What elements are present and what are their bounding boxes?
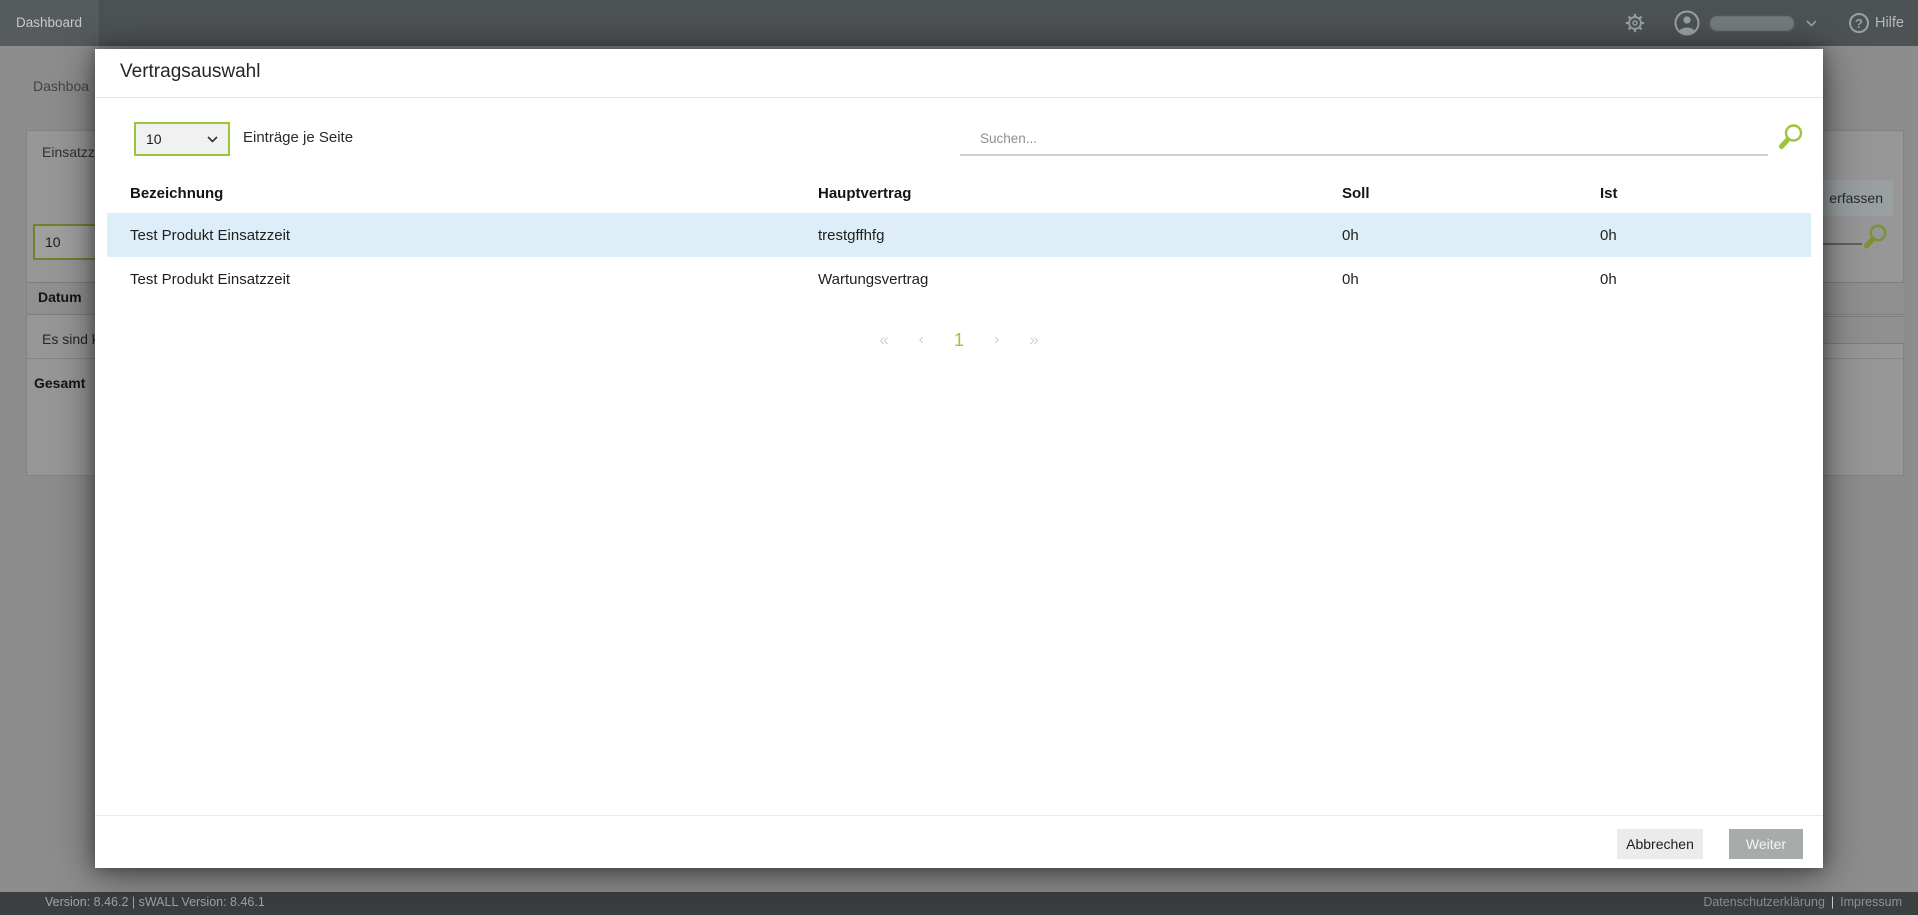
select-chevron-icon xyxy=(207,135,218,143)
table-row[interactable]: Test Produkt Einsatzzeit trestgffhfg 0h … xyxy=(107,213,1811,257)
pagination-current-page: 1 xyxy=(953,329,964,350)
username-redacted[interactable] xyxy=(1709,15,1794,31)
table-header-row: Bezeichnung Hauptvertrag Soll Ist xyxy=(107,180,1811,213)
search-icon[interactable] xyxy=(1776,122,1804,152)
topbar-right-controls: ? Hilfe xyxy=(1624,0,1904,46)
cell-bezeichnung: Test Produkt Einsatzzeit xyxy=(130,270,291,288)
pagination-next-button[interactable]: › xyxy=(994,331,1000,348)
background-empty-message: Es sind k xyxy=(42,331,99,347)
chevron-down-icon[interactable] xyxy=(1806,19,1817,27)
footer-divider xyxy=(95,815,1823,816)
cell-ist: 0h xyxy=(1600,270,1617,288)
column-header-bezeichnung: Bezeichnung xyxy=(130,185,224,202)
pagination-prev-button[interactable]: ‹ xyxy=(918,331,924,348)
gear-icon[interactable] xyxy=(1624,12,1646,34)
cell-hauptvertrag: Wartungsvertrag xyxy=(818,270,929,288)
help-icon: ? xyxy=(1848,13,1869,33)
cell-soll: 0h xyxy=(1342,226,1359,244)
tab-dashboard[interactable]: Dashboard xyxy=(0,0,98,46)
footer-link-separator: | xyxy=(1830,895,1835,909)
table-row[interactable]: Test Produkt Einsatzzeit Wartungsvertrag… xyxy=(107,257,1811,301)
pagination-first-button[interactable]: « xyxy=(879,330,889,349)
help-label: Hilfe xyxy=(1874,15,1904,31)
help-menu[interactable]: ? Hilfe xyxy=(1848,13,1904,33)
cell-bezeichnung: Test Produkt Einsatzzeit xyxy=(130,226,291,244)
background-search-icon[interactable] xyxy=(1860,222,1890,252)
pagination: « ‹ 1 › » xyxy=(95,325,1823,355)
search-input[interactable] xyxy=(960,122,1768,156)
page-size-label: Einträge je Seite xyxy=(243,129,354,146)
background-total-label: Gesamt xyxy=(34,375,86,391)
privacy-link[interactable]: Datenschutzerklärung xyxy=(1703,895,1825,909)
background-search-underline xyxy=(1795,243,1862,245)
page-size-value: 10 xyxy=(146,131,162,147)
version-text: Version: 8.46.2 | sWALL Version: 8.46.1 xyxy=(45,895,265,909)
imprint-link[interactable]: Impressum xyxy=(1840,895,1902,909)
background-right-header-strip xyxy=(1823,316,1904,344)
user-avatar-icon[interactable] xyxy=(1674,10,1700,36)
column-header-ist: Ist xyxy=(1600,185,1618,202)
cell-hauptvertrag: trestgffhfg xyxy=(818,226,885,244)
status-bar: Version: 8.46.2 | sWALL Version: 8.46.1 … xyxy=(0,892,1918,915)
column-header-soll: Soll xyxy=(1342,185,1370,202)
contract-table-body: Test Produkt Einsatzzeit trestgffhfg 0h … xyxy=(107,213,1811,301)
contract-selection-dialog: Vertragsauswahl 10 Einträge je Seite Bez… xyxy=(95,49,1823,868)
cancel-button[interactable]: Abbrechen xyxy=(1617,829,1703,859)
footer-links: Datenschutzerklärung | Impressum xyxy=(1703,895,1902,909)
contract-table: Bezeichnung Hauptvertrag Soll Ist Test P… xyxy=(107,180,1811,301)
cell-ist: 0h xyxy=(1600,226,1617,244)
confirm-button[interactable]: Weiter xyxy=(1729,829,1803,859)
background-panel-title: Einsatzze xyxy=(42,144,103,160)
pagination-last-button[interactable]: » xyxy=(1029,330,1039,349)
page-size-select[interactable]: 10 xyxy=(134,122,230,156)
cell-soll: 0h xyxy=(1342,270,1359,288)
background-table-header-label: Datum xyxy=(38,289,82,305)
top-navigation-bar: Dashboard ? xyxy=(0,0,1918,46)
dialog-header: Vertragsauswahl xyxy=(95,49,1823,98)
column-header-hauptvertrag: Hauptvertrag xyxy=(818,185,912,202)
dialog-title: Vertragsauswahl xyxy=(120,61,261,82)
breadcrumb: Dashboa xyxy=(33,78,90,94)
